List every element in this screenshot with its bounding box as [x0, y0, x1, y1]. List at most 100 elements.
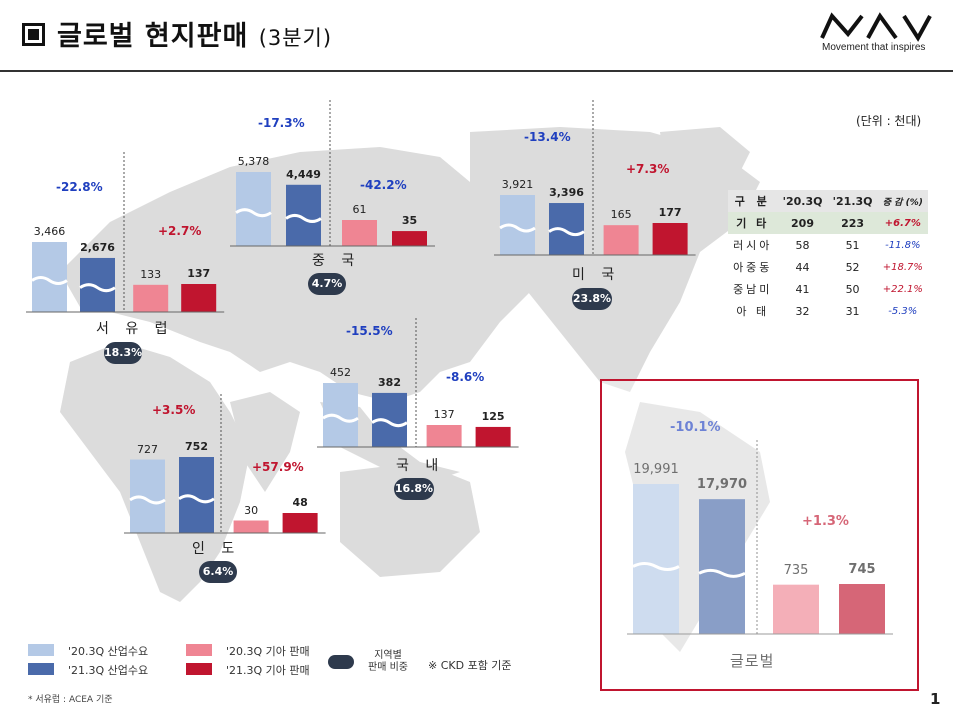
- title-text: 글로벌 현지판매: [57, 21, 249, 52]
- value-label: 133: [140, 267, 162, 281]
- axis-break-icon: [322, 413, 359, 423]
- kia-change-label: +57.9%: [252, 460, 304, 474]
- legend-label: '20.3Q 산업수요: [68, 645, 149, 658]
- bar-kia-2021: [475, 426, 511, 447]
- region-name: 미 국: [572, 267, 621, 283]
- industry-change-label: -17.3%: [258, 116, 305, 130]
- table-header: 구 분: [728, 190, 778, 212]
- legend-swatch-kia-2021: [186, 663, 212, 675]
- table-cell-label: 중남미: [728, 278, 778, 300]
- share-badge: 6.4%: [199, 561, 237, 583]
- legend-share-line1: 지역별: [374, 650, 402, 661]
- bar-kia-2021: [181, 284, 217, 312]
- other-regions-table: 구 분 '20.3Q '21.3Q 증 감 (%) 기 타 209 223 +6.7%…: [728, 190, 928, 322]
- table-cell-label: 아 태: [728, 300, 778, 322]
- table-cell-q20: 32: [777, 300, 828, 322]
- axis-break-icon: [698, 568, 746, 578]
- value-label: 17,970: [696, 477, 748, 493]
- bar-kia-2021: [392, 231, 427, 246]
- bar-kia-2020: [426, 425, 462, 447]
- header-divider: [0, 70, 953, 72]
- value-label: 137: [187, 267, 211, 280]
- value-label: 177: [658, 206, 682, 219]
- legend-swatch-kia-2020: [186, 644, 212, 656]
- industry-change-label: -22.8%: [56, 180, 103, 194]
- share-badge: 16.8%: [394, 478, 434, 500]
- square-bullet-icon: [22, 23, 45, 46]
- unit-label: (단위 : 천대): [856, 114, 922, 128]
- bar-kia-2020: [773, 584, 819, 634]
- table-row: 아 태 32 31 -5.3%: [728, 300, 928, 322]
- kia-change-label: -8.6%: [446, 370, 485, 384]
- table-cell-delta: -11.8%: [877, 234, 928, 256]
- value-label: 452: [330, 366, 351, 379]
- table-cell-delta: -5.3%: [877, 300, 928, 322]
- table-row: 중남미 41 50 +22.1%: [728, 278, 928, 300]
- legend-share-pill-icon: [328, 655, 354, 669]
- region-name: 중 국: [312, 253, 361, 269]
- table-cell-q21: 52: [827, 256, 878, 278]
- title-subtitle: (3분기): [258, 26, 333, 50]
- page-title: 글로벌 현지판매 (3분기): [22, 14, 332, 53]
- region-chart: [317, 318, 519, 448]
- region-chart: [26, 152, 225, 313]
- table-header: '20.3Q: [777, 190, 828, 212]
- map-australia: [340, 462, 480, 577]
- kia-change-label: -42.2%: [360, 178, 407, 192]
- share-badge: 4.7%: [308, 273, 346, 295]
- axis-break-icon: [178, 494, 215, 504]
- table-cell-q21: 51: [827, 234, 878, 256]
- value-label: 137: [433, 408, 455, 421]
- region-chart: [124, 394, 326, 534]
- bar-kia-2020: [133, 284, 169, 312]
- region-chart: [627, 440, 893, 635]
- axis-break-icon: [499, 223, 536, 233]
- bar-kia-2020: [233, 520, 269, 533]
- kia-logo-icon: [820, 12, 932, 42]
- region-name: 국 내: [396, 458, 445, 474]
- value-label: 3,466: [33, 225, 66, 238]
- legend-label: '20.3Q 기아 판매: [226, 645, 310, 658]
- table-header-row: 구 분 '20.3Q '21.3Q 증 감 (%): [728, 190, 928, 212]
- table-cell-q20: 41: [777, 278, 828, 300]
- axis-break-icon: [129, 495, 166, 505]
- kia-change-label: +1.3%: [802, 514, 849, 529]
- bar-industry-2020: [633, 484, 679, 634]
- value-label: 3,396: [549, 186, 584, 200]
- table-row: 기 타 209 223 +6.7%: [728, 212, 928, 234]
- table-cell-q21: 223: [827, 212, 878, 234]
- bar-kia-2020: [603, 225, 639, 255]
- axis-break-icon: [235, 208, 272, 218]
- axis-break-icon: [371, 418, 408, 428]
- value-label: 125: [481, 409, 505, 423]
- value-label: 382: [378, 375, 401, 389]
- table-cell-label: 러시아: [728, 234, 778, 256]
- legend-label: '21.3Q 기아 판매: [226, 664, 310, 677]
- value-label: 727: [137, 442, 158, 456]
- value-label: 3,921: [501, 178, 534, 191]
- kia-change-label: +2.7%: [158, 224, 202, 238]
- axis-break-icon: [285, 213, 322, 223]
- legend-share-label: 지역별 판매 비중: [368, 650, 408, 674]
- region-name: 서 유 럽: [96, 321, 174, 337]
- value-label: 61: [352, 203, 367, 216]
- value-label: 735: [783, 562, 809, 578]
- value-label: 2,676: [80, 240, 115, 254]
- region-name: 글로벌: [730, 652, 775, 670]
- table-cell-label: 기 타: [728, 212, 778, 234]
- value-label: 48: [292, 496, 308, 509]
- share-badge: 23.8%: [572, 288, 612, 310]
- table-cell-q20: 44: [777, 256, 828, 278]
- bar-industry-2021: [699, 499, 745, 634]
- legend-swatch-industry-2020: [28, 644, 54, 656]
- map-eurasia: [60, 147, 560, 402]
- map-japan: [455, 287, 470, 332]
- value-label: 35: [401, 214, 418, 228]
- table-cell-q21: 50: [827, 278, 878, 300]
- table-header: '21.3Q: [827, 190, 878, 212]
- map-greenland: [660, 127, 750, 197]
- legend-share-line2: 판매 비중: [368, 662, 408, 673]
- value-label: 5,378: [237, 155, 270, 168]
- table-cell-delta: +22.1%: [877, 278, 928, 300]
